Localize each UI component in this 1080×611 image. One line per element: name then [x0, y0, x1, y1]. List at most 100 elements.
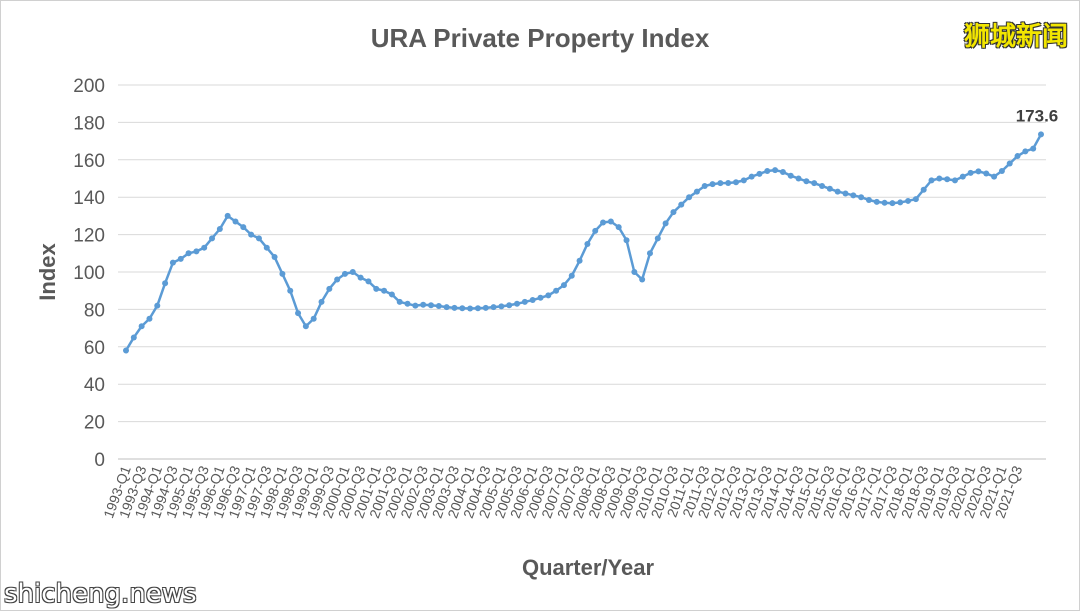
data-point — [615, 224, 622, 231]
y-tick-label: 200 — [73, 76, 105, 97]
data-point — [858, 194, 865, 201]
data-point — [740, 177, 747, 184]
data-point — [255, 235, 262, 242]
annotations: 173.6 — [1016, 106, 1059, 125]
data-point — [748, 173, 755, 180]
y-axis-ticks: 0 20 40 60 80 100 120 140 160 180 200 — [73, 76, 105, 471]
series-markers — [123, 131, 1044, 354]
data-point — [1022, 148, 1029, 155]
data-point — [224, 212, 231, 219]
data-point — [850, 192, 857, 199]
chart-title: URA Private Property Index — [371, 23, 710, 53]
data-point — [365, 278, 372, 285]
data-point — [865, 197, 872, 204]
data-point — [951, 177, 958, 184]
data-point — [248, 231, 255, 238]
data-point — [169, 259, 176, 266]
y-tick-label: 40 — [84, 375, 105, 396]
data-point — [506, 302, 513, 309]
y-tick-label: 140 — [73, 188, 105, 209]
data-point — [967, 169, 974, 176]
data-point — [811, 180, 818, 187]
data-point — [263, 244, 270, 251]
data-point — [600, 219, 607, 226]
data-point — [553, 287, 560, 294]
data-point — [521, 298, 528, 305]
data-point — [529, 297, 536, 304]
data-point — [693, 188, 700, 195]
data-point — [302, 323, 309, 330]
data-point — [912, 196, 919, 203]
data-point — [568, 272, 575, 279]
data-point — [1006, 160, 1013, 167]
data-point — [396, 298, 403, 305]
data-point — [842, 190, 849, 197]
data-point — [349, 269, 356, 275]
data-point — [443, 304, 450, 311]
data-point — [646, 250, 653, 257]
data-point — [944, 176, 951, 183]
data-point — [240, 224, 247, 231]
data-point — [287, 287, 294, 294]
data-point — [889, 200, 896, 207]
data-point — [819, 182, 826, 189]
data-point — [779, 168, 786, 175]
y-tick-label: 100 — [73, 263, 105, 284]
data-point — [623, 237, 630, 244]
y-tick-label: 180 — [73, 113, 105, 134]
data-point — [560, 282, 567, 289]
y-tick-label: 0 — [94, 450, 105, 471]
data-point — [162, 280, 169, 287]
data-point — [474, 305, 481, 312]
data-point — [498, 303, 505, 310]
data-point — [709, 181, 716, 188]
data-point — [983, 170, 990, 177]
data-point — [834, 188, 841, 195]
data-point — [826, 185, 833, 192]
data-point — [545, 292, 552, 299]
data-point — [467, 305, 474, 312]
data-point — [936, 175, 943, 182]
data-point — [341, 270, 348, 277]
data-point — [662, 220, 669, 227]
series-line — [124, 133, 1043, 352]
data-point — [310, 315, 317, 322]
data-point — [295, 310, 302, 317]
data-label: 173.6 — [1016, 106, 1059, 125]
data-point — [576, 257, 583, 264]
data-point — [920, 186, 927, 193]
data-point — [631, 269, 638, 275]
data-point — [177, 255, 184, 262]
data-point — [639, 276, 646, 283]
data-point — [201, 244, 208, 251]
series-index — [124, 133, 1043, 352]
data-point — [459, 305, 466, 312]
data-point — [154, 302, 161, 309]
data-point — [420, 301, 427, 308]
data-point — [232, 218, 239, 225]
data-point — [373, 285, 380, 292]
data-point — [592, 227, 599, 234]
data-point — [404, 300, 411, 307]
y-axis-label: Index — [35, 243, 60, 301]
data-point — [209, 235, 216, 242]
data-point — [686, 194, 693, 201]
data-point — [717, 180, 724, 187]
y-tick-label: 60 — [84, 338, 105, 359]
data-point — [334, 276, 341, 283]
data-point — [435, 303, 442, 310]
data-point — [388, 291, 395, 298]
data-point — [1030, 145, 1037, 152]
data-point — [146, 315, 153, 322]
data-point — [130, 334, 137, 341]
data-point — [725, 179, 732, 186]
data-point — [772, 167, 779, 174]
data-point — [764, 168, 771, 175]
data-point — [326, 285, 333, 292]
data-point — [1014, 153, 1021, 160]
data-point — [412, 302, 419, 309]
data-point — [795, 175, 802, 182]
data-point — [271, 254, 278, 261]
data-point — [928, 177, 935, 184]
